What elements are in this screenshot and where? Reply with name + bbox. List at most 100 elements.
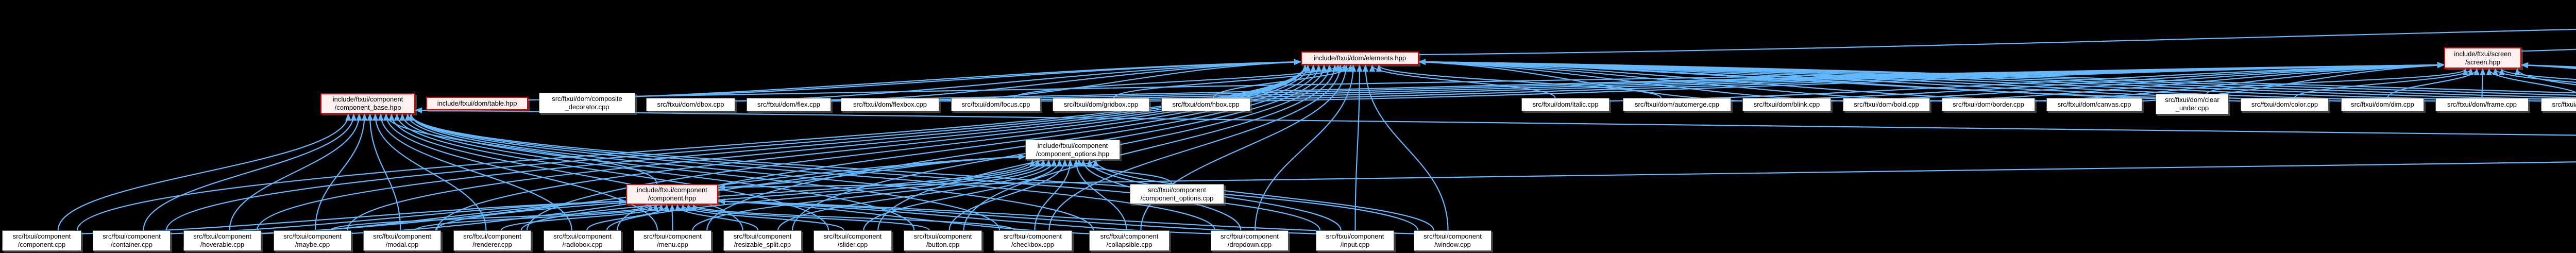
node-label-line: src/ftxui/dom/canvas.cpp (2057, 100, 2131, 108)
include-edge (2514, 68, 2576, 86)
node-label-line: include/ftxui/dom/elements.hpp (1313, 54, 1406, 62)
node-label-line: /renderer.cpp (472, 241, 512, 248)
node-label-line: /component_options.hpp (1036, 149, 1110, 158)
include-edge (691, 204, 1015, 231)
include-edge (314, 113, 368, 231)
graph-node-focus-cpp[interactable]: src/ftxui/dom/focus.cpp (951, 98, 1041, 111)
include-edge (669, 204, 675, 231)
include-edge (1092, 159, 1434, 231)
include-edge (1929, 62, 2445, 102)
node-label-line: src/ftxui/component (283, 232, 342, 240)
graph-node-dim-cpp[interactable]: src/ftxui/dom/dim.cpp (2341, 98, 2424, 111)
include-edge (1354, 64, 1363, 231)
node-label-line: /modal.cpp (385, 241, 419, 248)
node-label-line: src/ftxui/component (103, 232, 161, 240)
graph-node-elements-hpp[interactable]: include/ftxui/dom/elements.hpp (1301, 52, 1419, 65)
include-edge (1830, 62, 2445, 102)
graph-node-container-cpp[interactable]: src/ftxui/component/container.cpp (93, 230, 171, 251)
node-label-line: /hoverable.cpp (200, 241, 245, 248)
graph-node-blink-cpp[interactable]: src/ftxui/dom/blink.cpp (1742, 98, 1831, 111)
node-label-line: include/ftxui/screen (2454, 49, 2512, 58)
graph-node-automerge-cpp[interactable]: src/ftxui/dom/automerge.cpp (1623, 98, 1731, 111)
node-label-line: /input.cpp (1340, 241, 1370, 248)
graph-node-clear-under-cpp[interactable]: src/ftxui/dom/clear _under.cpp (2156, 94, 2229, 114)
graph-node-hbox-cpp[interactable]: src/ftxui/dom/hbox.cpp (1161, 98, 1250, 111)
include-edge (717, 154, 1026, 189)
graph-node-border-cpp[interactable]: src/ftxui/dom/border.cpp (1942, 98, 2035, 111)
include-edge (414, 107, 2576, 137)
graph-node-flexbox-cpp[interactable]: src/ftxui/dom/flexbox.cpp (841, 98, 939, 111)
graph-node-hoverable-cpp[interactable]: src/ftxui/component/hoverable.cpp (183, 230, 261, 251)
include-edge (394, 113, 829, 231)
node-label-line: src/ftxui/component (1148, 185, 1206, 194)
include-edge (1034, 159, 1074, 231)
graph-node-collapsible-cpp[interactable]: src/ftxui/component/collapsible.cpp (1089, 230, 1170, 251)
node-label-line: /window.cpp (1434, 241, 1471, 248)
include-edge (408, 113, 1216, 231)
node-label-line: /container.cpp (111, 241, 152, 248)
node-label-line: src/ftxui/component (373, 232, 431, 240)
include-edge (1418, 59, 2576, 94)
graph-node-component-options-hpp[interactable]: include/ftxui/component/component_option… (1025, 140, 1120, 160)
graph-node-input-cpp[interactable]: src/ftxui/component/input.cpp (1316, 230, 1394, 251)
include-edge (1418, 28, 2576, 56)
node-label-line: /radiobox.cpp (562, 241, 603, 248)
graph-node-dom-color-cpp[interactable]: src/ftxui/dom/color.cpp (2241, 98, 2329, 111)
include-edge (1418, 59, 1743, 102)
graph-node-canvas-cpp[interactable]: src/ftxui/dom/canvas.cpp (2046, 98, 2142, 111)
node-label-line: src/ftxui/dom/frame.cpp (2447, 100, 2517, 108)
node-label-line: src/ftxui/dom/dim.cpp (2351, 100, 2414, 108)
node-label-line: include/ftxui/dom/table.hpp (437, 99, 517, 107)
graph-node-checkbox-cpp[interactable]: src/ftxui/component/checkbox.cpp (993, 230, 1072, 251)
include-edge (2034, 62, 2445, 102)
graph-node-dbox-cpp[interactable]: src/ftxui/dom/dbox.cpp (646, 98, 735, 111)
graph-node-frame-cpp[interactable]: src/ftxui/dom/frame.cpp (2435, 98, 2529, 111)
graph-node-dropdown-cpp[interactable]: src/ftxui/component/dropdown.cpp (1211, 230, 1289, 251)
node-label-line: src/ftxui/dom/gridbox.cpp (1063, 100, 1139, 108)
graph-node-slider-cpp[interactable]: src/ftxui/component/slider.cpp (814, 230, 892, 251)
node-label-line: src/ftxui/dom/flexbox.cpp (853, 100, 927, 108)
graph-node-button-cpp[interactable]: src/ftxui/component/button.cpp (904, 230, 982, 251)
graph-node-component-cpp[interactable]: src/ftxui/component/component.cpp (2, 230, 81, 251)
graph-node-component-hpp[interactable]: include/ftxui/component/component.hpp (626, 184, 718, 205)
include-edge (706, 64, 1322, 231)
graph-node-table-hpp[interactable]: include/ftxui/dom/table.hpp (426, 97, 528, 110)
node-label-line: src/ftxui/component (1100, 232, 1159, 240)
graph-node-resizable-split-cpp[interactable]: src/ftxui/component/resizable_split.cpp (723, 230, 802, 251)
node-label-line: src/ftxui/dom/hbox.cpp (1172, 100, 1240, 108)
include-edge (2206, 68, 2468, 95)
include-edge (500, 204, 665, 231)
node-label-line: src/ftxui/dom/italic.cpp (1532, 100, 1599, 108)
graph-node-bold-cpp[interactable]: src/ftxui/dom/bold.cpp (1843, 98, 1930, 111)
graph-node-composite-decorator-cpp[interactable]: src/ftxui/dom/composite _decorator.cpp (539, 93, 635, 113)
graph-node-component-base-hpp[interactable]: include/ftxui/component/component_base.h… (320, 93, 415, 114)
node-label-line: src/ftxui/component (733, 232, 792, 240)
include-edge (2520, 48, 2576, 52)
node-label-line: src/ftxui/component (913, 232, 972, 240)
include-edge (1048, 64, 1344, 231)
node-label-line: /button.cpp (926, 241, 960, 248)
graph-node-menu-cpp[interactable]: src/ftxui/component/menu.cpp (634, 230, 711, 251)
graph-node-flex-cpp[interactable]: src/ftxui/dom/flex.cpp (747, 98, 831, 111)
include-edge (1249, 62, 2445, 102)
graph-node-modal-cpp[interactable]: src/ftxui/component/modal.cpp (363, 230, 441, 251)
node-label-line: src/ftxui/component (12, 232, 71, 240)
graph-node-window-cpp[interactable]: src/ftxui/component/window.cpp (1414, 230, 1492, 251)
node-label-line: src/ftxui/dom/composite (552, 95, 622, 103)
include-edge (2480, 68, 2486, 99)
graph-node-renderer-cpp[interactable]: src/ftxui/component/renderer.cpp (453, 230, 531, 251)
include-edge (383, 113, 658, 185)
node-label-line: src/ftxui/dom/color.cpp (2251, 100, 2318, 108)
include-edge (685, 204, 930, 231)
graph-node-screen-hpp[interactable]: include/ftxui/screen/screen.hpp (2444, 47, 2521, 69)
graph-node-gridbox-cpp[interactable]: src/ftxui/dom/gridbox.cpp (1053, 98, 1149, 111)
node-label-line: /component.hpp (648, 194, 697, 202)
include-edge (143, 113, 357, 231)
graph-node-maybe-cpp[interactable]: src/ftxui/component/maybe.cpp (274, 230, 351, 251)
graph-node-gauge-cpp[interactable]: src/ftxui/dom/gauge.cpp (2541, 98, 2576, 111)
graph-node-component-options-cpp[interactable]: src/ftxui/component/component_options.cp… (1130, 184, 1224, 204)
graph-node-radiobox-cpp[interactable]: src/ftxui/component/radiobox.cpp (544, 230, 621, 251)
graph-node-italic-cpp[interactable]: src/ftxui/dom/italic.cpp (1521, 98, 1609, 111)
node-label-line: include/ftxui/component (1037, 141, 1108, 149)
